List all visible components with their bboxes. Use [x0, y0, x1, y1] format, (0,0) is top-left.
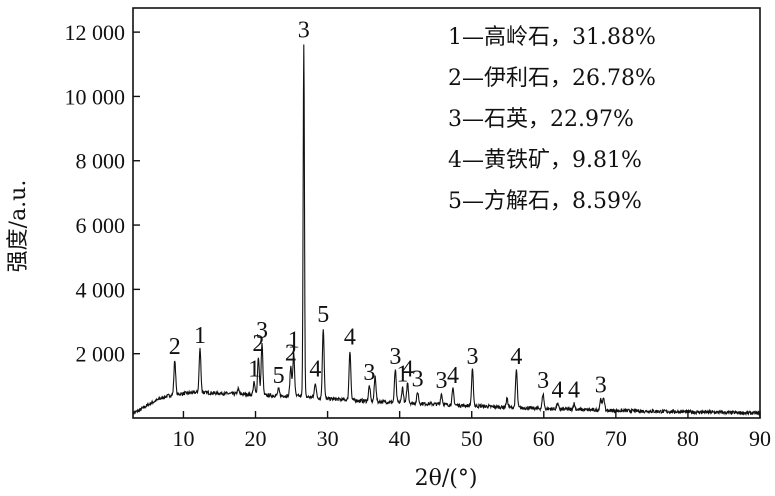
pattern-line: [132, 44, 761, 417]
peak-label: 3: [363, 360, 375, 386]
y-tick-label: 12 000: [65, 20, 126, 45]
legend-entry: 1—高岭石，31.88%: [448, 25, 656, 50]
peak-label: 4: [551, 378, 563, 404]
peak-label: 5: [317, 302, 329, 328]
x-tick-label: 70: [605, 426, 627, 451]
x-axis-label: 2θ/(°): [415, 466, 478, 491]
y-tick-label: 10 000: [65, 84, 126, 109]
peak-label: 1: [248, 357, 260, 383]
peak-label: 3: [412, 366, 424, 392]
x-tick-label: 40: [389, 426, 411, 451]
peak-label: 5: [273, 363, 285, 389]
peak-label: 3: [595, 373, 607, 399]
y-tick-label: 8 000: [76, 149, 126, 174]
legend: 1—高岭石，31.88% 2—伊利石，26.78% 3—石英，22.97% 4—黄铁矿…: [448, 25, 656, 214]
axis-ticks: 10 20 30 40 50 60 70 80 90 2 000 4 000 6 000 8 000 10…: [65, 20, 772, 451]
peak-label: 4: [510, 344, 522, 370]
legend-entry: 3—石英，22.97%: [448, 107, 634, 132]
peak-label: 2: [169, 334, 181, 360]
peak-label: 3: [435, 368, 447, 394]
peak-label: 2: [285, 341, 297, 367]
x-tick-label: 60: [533, 426, 555, 451]
peak-label: 1: [397, 361, 409, 387]
peak-label: 3: [298, 17, 310, 43]
plot-axes: [132, 7, 761, 419]
peak-label: 3: [537, 368, 549, 394]
peak-label: 1: [194, 323, 206, 349]
peak-label: 2: [252, 331, 264, 357]
legend-entry: 4—黄铁矿，9.81%: [448, 148, 642, 173]
plot-frame: [132, 7, 761, 419]
peak-label: 4: [309, 357, 321, 383]
y-axis-label: 强度/a.u.: [6, 180, 31, 273]
y-tick-label: 6 000: [76, 213, 126, 238]
x-tick-label: 30: [317, 426, 339, 451]
peak-label: 4: [402, 357, 414, 383]
x-tick-label: 50: [461, 426, 483, 451]
x-tick-label: 80: [677, 426, 699, 451]
x-tick-label: 10: [172, 426, 194, 451]
legend-entry: 2—伊利石，26.78%: [448, 66, 656, 91]
peak-label: 3: [389, 344, 401, 370]
peak-label: 4: [568, 378, 580, 404]
x-tick-label: 90: [749, 426, 771, 451]
xrd-pattern: [132, 44, 761, 417]
peak-label: 3: [256, 318, 268, 344]
y-tick-label: 4 000: [76, 277, 126, 302]
x-tick-label: 20: [245, 426, 267, 451]
peak-label: 4: [447, 363, 459, 389]
peak-label: 3: [466, 344, 478, 370]
peak-label: 1: [288, 328, 300, 354]
y-tick-label: 2 000: [76, 342, 126, 367]
legend-entry: 5—方解石，8.59%: [448, 189, 642, 214]
peak-label: 4: [344, 324, 356, 350]
